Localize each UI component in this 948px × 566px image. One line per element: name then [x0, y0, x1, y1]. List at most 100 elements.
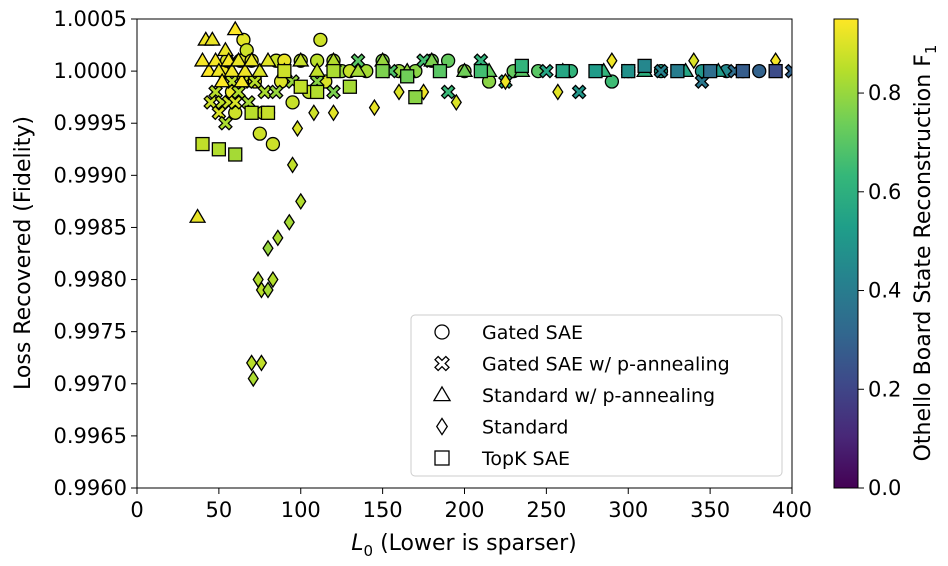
data-point — [267, 270, 279, 289]
data-point — [400, 69, 415, 84]
data-point — [350, 53, 366, 69]
data-point — [252, 126, 267, 141]
data-point — [211, 105, 227, 121]
data-point — [670, 63, 685, 79]
data-point — [752, 63, 767, 79]
data-point — [193, 51, 212, 67]
data-point — [259, 51, 277, 67]
x-tick-label: 350 — [690, 498, 730, 522]
data-point — [236, 62, 254, 77]
data-point — [188, 208, 207, 223]
data-point — [229, 51, 248, 67]
data-point — [327, 104, 340, 122]
colorbar-axis: 0.0 0.2 0.4 0.6 0.8 — [858, 81, 901, 500]
x-tick-label: 300 — [608, 498, 648, 522]
legend-marker — [434, 355, 450, 372]
data-point — [257, 84, 273, 100]
data-point — [768, 63, 783, 79]
data-point — [342, 79, 358, 94]
y-tick-label: 0.9980 — [54, 268, 127, 292]
data-point — [326, 84, 341, 100]
data-point — [499, 72, 512, 91]
data-point — [243, 51, 261, 67]
data-point — [262, 281, 274, 299]
data-point — [283, 213, 295, 231]
legend-label: TopK SAE — [481, 448, 570, 470]
legend-marker — [434, 450, 450, 466]
data-point — [228, 147, 243, 162]
data-point — [255, 354, 268, 372]
data-point — [571, 84, 587, 100]
data-point — [555, 63, 570, 79]
x-tick-label: 0 — [130, 498, 143, 522]
data-point — [308, 62, 326, 77]
data-point — [244, 105, 259, 120]
data-point — [588, 63, 603, 79]
series-triangle — [188, 20, 727, 223]
data-point — [702, 63, 718, 79]
data-point — [637, 58, 652, 74]
legend-marker — [434, 324, 450, 340]
x-tick-label: 150 — [363, 498, 403, 522]
data-point — [423, 51, 441, 67]
data-point — [473, 63, 489, 79]
x-axis: 0 50 100 150 200 250 300 350 400 — [130, 488, 812, 522]
data-point — [606, 52, 618, 70]
colorbar-tick-label: 0.4 — [868, 279, 901, 303]
data-point — [368, 98, 381, 117]
data-point — [245, 354, 258, 372]
data-point — [206, 51, 225, 67]
data-point — [309, 84, 325, 100]
data-point — [735, 63, 751, 79]
data-point — [450, 93, 462, 112]
data-point — [211, 142, 227, 157]
data-point — [538, 63, 554, 79]
data-point — [218, 115, 233, 131]
y-tick-label: 0.9990 — [54, 163, 127, 187]
data-point — [455, 62, 474, 77]
data-point — [552, 83, 564, 101]
data-point — [408, 90, 423, 105]
data-point — [375, 63, 390, 79]
y-tick-label: 1.0000 — [54, 59, 127, 83]
data-point — [393, 83, 405, 101]
data-point — [326, 63, 341, 79]
data-point — [286, 156, 299, 174]
data-point — [285, 95, 300, 110]
legend-label: Gated SAE w/ p-annealing — [482, 354, 730, 376]
y-tick-label: 0.9965 — [54, 424, 127, 448]
colorbar-tick-label: 0.0 — [868, 476, 901, 500]
legend-label: Gated SAE — [482, 322, 583, 344]
data-point — [265, 136, 281, 152]
data-point — [694, 74, 710, 89]
x-axis-label: L0 (Lower is sparser) — [351, 531, 576, 560]
data-point — [653, 63, 669, 79]
legend-marker — [432, 385, 452, 402]
data-point — [223, 62, 241, 77]
x-tick-label: 200 — [444, 498, 484, 522]
data-point — [213, 72, 231, 88]
legend-box — [410, 314, 783, 477]
y-tick-label: 1.0005 — [54, 7, 127, 31]
data-point — [604, 74, 620, 89]
colorbar-tick-label: 0.2 — [868, 377, 901, 401]
x-tick-label: 50 — [206, 498, 233, 522]
y-axis: 0.9960 0.9965 0.9970 0.9975 0.9980 0.9985 0.99… — [54, 7, 137, 500]
series-square — [195, 58, 783, 162]
data-point — [308, 104, 320, 122]
data-point — [272, 229, 284, 247]
data-point — [260, 105, 276, 120]
data-point — [440, 84, 456, 100]
data-point — [432, 63, 448, 79]
data-point — [440, 53, 456, 68]
legend-label: Standard — [482, 417, 568, 439]
x-tick-label: 250 — [526, 498, 566, 522]
colorbar — [834, 19, 858, 488]
legend-marker — [435, 417, 449, 436]
x-tick-label: 400 — [772, 498, 812, 522]
colorbar-tick-label: 0.8 — [868, 81, 901, 105]
y-tick-label: 0.9995 — [54, 111, 127, 135]
legend-label: Standard w/ p-annealing — [482, 385, 715, 407]
data-point — [295, 192, 307, 211]
colorbar-tick-label: 0.6 — [868, 180, 901, 204]
